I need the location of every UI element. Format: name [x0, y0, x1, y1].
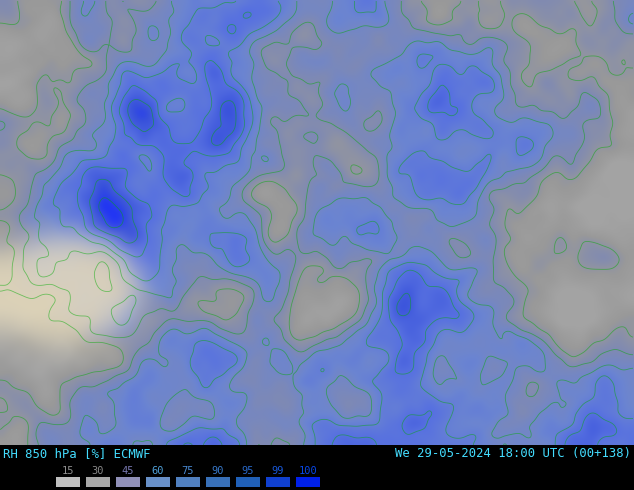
Text: 15: 15 — [61, 466, 74, 475]
Text: 45: 45 — [122, 466, 134, 475]
Bar — [56, 477, 80, 487]
Bar — [266, 477, 290, 487]
Bar — [86, 477, 110, 487]
Text: We 29-05-2024 18:00 UTC (00+138): We 29-05-2024 18:00 UTC (00+138) — [395, 447, 631, 460]
Text: 30: 30 — [92, 466, 104, 475]
Text: 99: 99 — [272, 466, 284, 475]
Text: RH 850 hPa [%] ECMWF: RH 850 hPa [%] ECMWF — [3, 447, 150, 460]
Text: 75: 75 — [182, 466, 194, 475]
Bar — [236, 477, 260, 487]
Text: 90: 90 — [212, 466, 224, 475]
Text: 60: 60 — [152, 466, 164, 475]
Bar — [116, 477, 140, 487]
Bar — [146, 477, 170, 487]
Bar — [176, 477, 200, 487]
Text: 100: 100 — [299, 466, 318, 475]
Text: 95: 95 — [242, 466, 254, 475]
Bar — [296, 477, 320, 487]
Bar — [206, 477, 230, 487]
